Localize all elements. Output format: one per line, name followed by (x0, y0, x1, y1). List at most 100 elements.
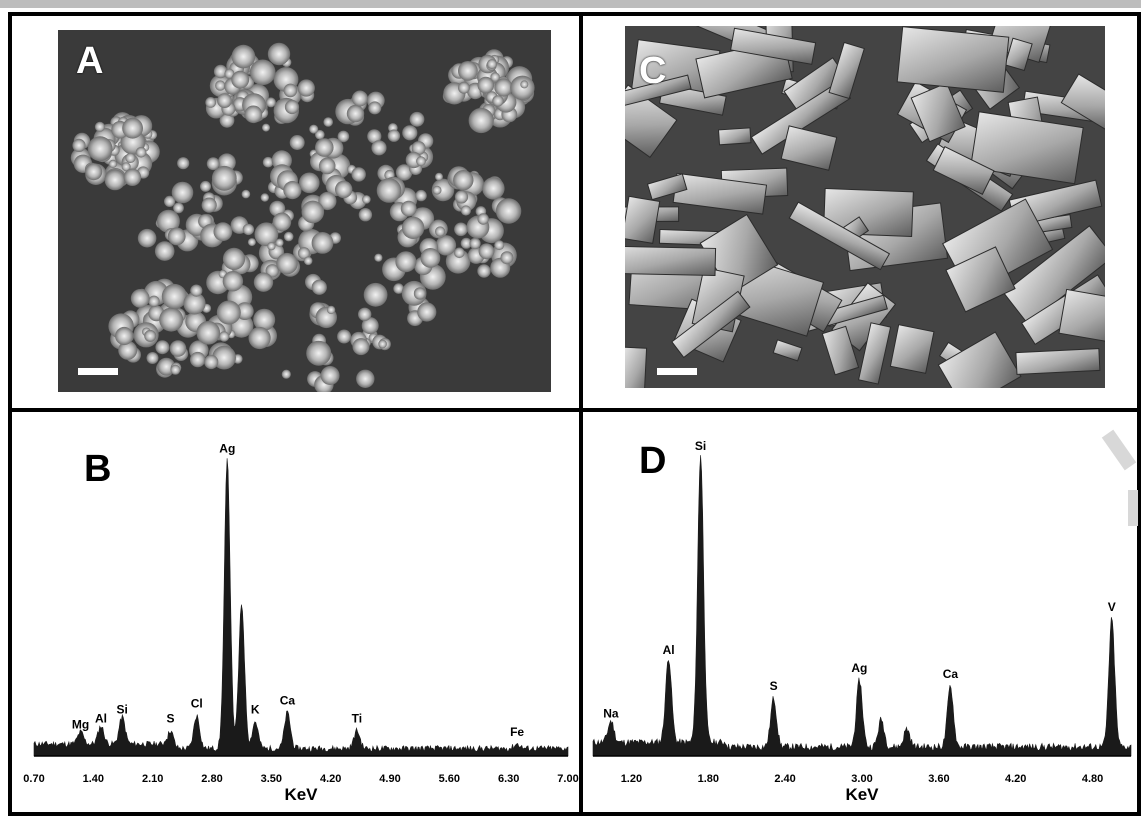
x-tick-label: 2.40 (774, 773, 795, 785)
sem-particle (156, 209, 180, 233)
sem-particle (352, 338, 370, 356)
sem-crystal (969, 111, 1084, 185)
sem-particle (260, 193, 269, 202)
sem-crystal (828, 41, 865, 100)
sem-particle (146, 352, 159, 364)
sem-particle (283, 231, 294, 242)
panel-b: Mg Al Si S Cl Ag K Ca Ti Fe 0.70 1.40 2.10 2.80 3.50 4.… (8, 408, 583, 816)
x-tick-label: 6.30 (498, 773, 519, 785)
sem-particle (217, 93, 232, 108)
sem-crystal (821, 325, 860, 376)
sem-crystal (937, 331, 1022, 388)
sem-particle (315, 138, 334, 157)
sem-crystal (772, 339, 803, 362)
sem-crystal (1060, 73, 1105, 133)
sem-particle (337, 329, 352, 344)
x-tick-label: 3.60 (928, 773, 949, 785)
sem-particle (183, 292, 206, 315)
sem-crystal (718, 127, 752, 146)
sem-crystal (646, 173, 688, 201)
x-tick-label: 7.00 (557, 773, 578, 785)
sem-particle (415, 189, 427, 202)
sem-image-c (625, 26, 1105, 388)
sem-particle (222, 247, 246, 270)
sem-particle (363, 282, 388, 307)
sem-particle (346, 104, 365, 123)
sem-particle (216, 300, 241, 325)
sem-particle (262, 123, 270, 132)
sem-particle (477, 264, 491, 278)
sem-particle (148, 295, 160, 307)
sem-particle (190, 284, 203, 297)
peak-label-al: Al (95, 712, 107, 726)
peak-label-k: K (251, 703, 260, 717)
panel-label-c: C (639, 50, 667, 92)
sem-particle (265, 264, 279, 278)
sem-particle (402, 125, 418, 141)
sem-particle (72, 138, 86, 152)
x-tick-label: 4.90 (379, 773, 400, 785)
sem-particle (249, 59, 276, 86)
sem-particle (358, 208, 373, 222)
sem-particle (500, 251, 514, 265)
sem-particle (125, 152, 136, 164)
sem-particle (135, 147, 147, 158)
scale-bar-c (657, 368, 697, 375)
panel-label-a: A (76, 40, 104, 82)
sem-particle (254, 222, 279, 247)
sem-particle (318, 157, 336, 175)
x-tick-label: 4.20 (1005, 773, 1026, 785)
sem-particle (320, 366, 340, 385)
sem-particle (276, 252, 298, 275)
sem-particle (123, 168, 142, 186)
peak-label-na: Na (603, 707, 619, 721)
sem-particle (393, 283, 404, 294)
sem-particle (374, 253, 383, 262)
peak-label-ti: Ti (352, 712, 362, 726)
sem-crystal (858, 322, 892, 385)
sem-particle (460, 205, 471, 216)
sem-particle (144, 329, 157, 342)
x-tick-label: 5.60 (439, 773, 460, 785)
x-axis-label: KeV (845, 785, 879, 804)
sem-particle (486, 59, 497, 70)
sem-particle (211, 165, 237, 191)
sem-particle (297, 247, 311, 260)
sem-crystal (822, 188, 914, 237)
sem-crystal (889, 324, 935, 374)
sem-particle (358, 307, 372, 321)
sem-crystal (780, 125, 838, 171)
sem-particle (196, 321, 221, 345)
peak-label-s: S (770, 679, 778, 693)
sem-particle (454, 190, 469, 204)
sem-particle (231, 44, 256, 69)
sem-particle (411, 141, 426, 156)
sem-particle (458, 61, 478, 81)
sem-particle (478, 243, 495, 260)
sem-particle (104, 169, 126, 191)
sem-particle (435, 172, 443, 181)
sem-particle (242, 223, 255, 236)
sem-particle (177, 157, 190, 170)
sem-crystal (788, 201, 891, 271)
sem-crystal (625, 245, 717, 277)
sem-particle (361, 317, 379, 335)
sem-particle (265, 97, 276, 108)
sem-crystal (910, 82, 966, 143)
panel-c: C (579, 12, 1141, 412)
sem-particle (200, 180, 211, 192)
peak-label-ag: Ag (851, 661, 867, 675)
sem-particle (262, 156, 274, 168)
peak-label-s: S (166, 712, 174, 726)
sem-particle (269, 200, 286, 217)
sem-particle (85, 163, 103, 181)
x-tick-label: 4.80 (1082, 773, 1103, 785)
top-border (0, 0, 1141, 8)
edx-spectrum-d: Na Al Si S Ag Ca V 1.20 1.80 2.40 3.00 3.60 4.20 4.80… (592, 439, 1132, 804)
sem-particle (378, 339, 387, 349)
sem-particle (231, 70, 250, 89)
sem-particle (169, 340, 187, 357)
sem-particle (492, 95, 504, 107)
x-tick-label: 2.10 (142, 773, 163, 785)
spectrum-area (592, 455, 1132, 757)
